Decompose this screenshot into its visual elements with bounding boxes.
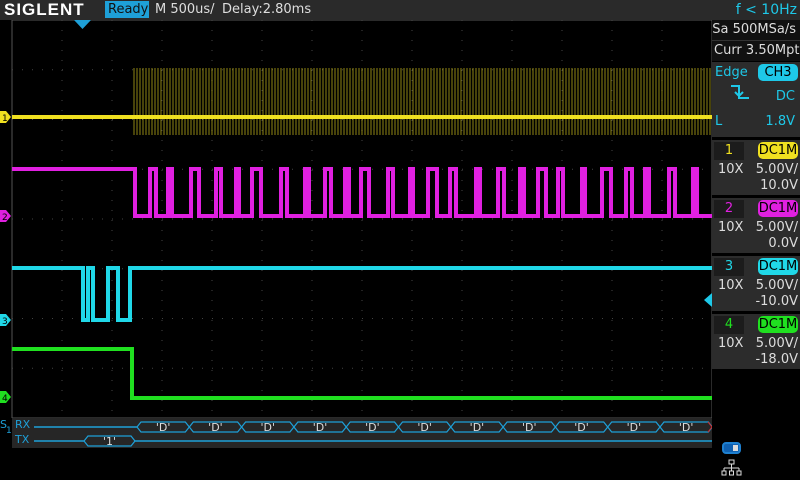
- bus-number: 1: [5, 426, 12, 436]
- ch1-burst: [133, 68, 711, 135]
- rx-packet-value: 'D': [679, 421, 694, 434]
- trigger-coupling: DC: [775, 89, 795, 104]
- marker-label: 3: [2, 317, 8, 327]
- channel-number: 1: [714, 142, 744, 160]
- rx-packet-value: 'D': [417, 421, 432, 434]
- channel-2-panel[interactable]: 2 DC1M 10X 5.00V/ 0.0V: [712, 198, 800, 253]
- top-bar: SIGLENT Ready M 500us/ Delay:2.80ms f < …: [0, 0, 800, 20]
- frequency-counter: f < 10Hz: [735, 2, 797, 18]
- trigger-type: Edge: [715, 65, 748, 80]
- trigger-level-marker[interactable]: [704, 293, 712, 307]
- channel-4-panel[interactable]: 4 DC1M 10X 5.00V/ -18.0V: [712, 314, 800, 369]
- vertical-scale: 5.00V/: [755, 220, 798, 235]
- channel-coupling: DC1M: [758, 258, 798, 275]
- ch4-trace: [12, 347, 712, 400]
- rx-label: RX: [15, 418, 31, 431]
- ch1-offset-marker[interactable]: [0, 111, 11, 123]
- vertical-offset: -18.0V: [755, 352, 798, 367]
- tx-packet-value: '1': [103, 435, 116, 448]
- vertical-scale: 5.00V/: [755, 336, 798, 351]
- sample-rate: Sa 500MSa/s: [712, 20, 800, 40]
- rx-packet-value: 'D': [208, 421, 223, 434]
- ch3-trace: [12, 266, 712, 322]
- vertical-scale: 5.00V/: [755, 278, 798, 293]
- timebase[interactable]: M 500us/: [155, 2, 215, 17]
- decode-overflow-marker: [707, 421, 712, 433]
- trigger-delay[interactable]: Delay:2.80ms: [222, 2, 312, 17]
- ch2-offset-marker[interactable]: [0, 210, 11, 222]
- level-label: L: [715, 114, 723, 129]
- vertical-offset: 10.0V: [760, 178, 798, 193]
- ch2-trace: [12, 167, 712, 218]
- channel-1-panel[interactable]: 1 DC1M 10X 5.00V/ 10.0V: [712, 140, 800, 195]
- rx-packet[interactable]: [659, 421, 712, 433]
- marker-label: 1: [2, 114, 8, 124]
- marker-label: 2: [2, 213, 8, 223]
- rx-packet-value: 'D': [574, 421, 589, 434]
- probe-attenuation: 10X: [718, 162, 744, 177]
- channel-coupling: DC1M: [758, 200, 798, 217]
- decode-lanes: 'D' 'D' 'D' 'D' 'D' 'D' 'D' 'D' 'D' 'D' 'D' '1': [34, 421, 712, 448]
- channel-number: 2: [714, 200, 744, 218]
- tx-label: TX: [15, 433, 30, 446]
- rx-packet-value: 'D': [365, 421, 380, 434]
- rx-packet-value: 'D': [156, 421, 171, 434]
- tx-packet[interactable]: [83, 435, 136, 447]
- rx-packet-value: 'D': [313, 421, 328, 434]
- falling-edge-icon: [731, 85, 749, 99]
- ch3-offset-marker[interactable]: [0, 314, 11, 326]
- run-status[interactable]: Ready: [105, 1, 149, 18]
- waveform-display[interactable]: 1 2 3 4: [0, 20, 712, 418]
- memory-depth: Curr 3.50Mpts: [712, 40, 800, 61]
- rx-packet-value: 'D': [627, 421, 642, 434]
- rx-packet-value: 'D': [260, 421, 275, 434]
- vertical-scale: 5.00V/: [755, 162, 798, 177]
- rx-packet-value: 'D': [522, 421, 537, 434]
- channel-coupling: DC1M: [758, 316, 798, 333]
- probe-attenuation: 10X: [718, 278, 744, 293]
- channel-number: 4: [714, 316, 744, 334]
- trigger-source: CH3: [758, 64, 798, 81]
- rx-packet-value: 'D': [470, 421, 485, 434]
- trigger-position-marker[interactable]: [74, 20, 91, 29]
- bus-label: S1: [0, 418, 14, 437]
- channel-number: 3: [714, 258, 744, 276]
- vertical-offset: 0.0V: [768, 236, 798, 251]
- network-icon: [721, 459, 742, 476]
- marker-label: 4: [2, 394, 8, 404]
- probe-attenuation: 10X: [718, 336, 744, 351]
- vertical-offset: -10.0V: [755, 294, 798, 309]
- brand-logo: SIGLENT: [4, 0, 85, 19]
- channel-3-panel[interactable]: 3 DC1M 10X 5.00V/ -10.0V: [712, 256, 800, 311]
- channel-coupling: DC1M: [758, 142, 798, 159]
- bus-letter: S: [0, 418, 7, 431]
- trigger-level: 1.8V: [765, 114, 795, 129]
- decode-bar: [12, 418, 712, 448]
- ch4-offset-marker[interactable]: [0, 391, 11, 403]
- usb-icon: [722, 442, 741, 454]
- trigger-panel[interactable]: Edge CH3 DC L 1.8V: [712, 62, 800, 137]
- probe-attenuation: 10X: [718, 220, 744, 235]
